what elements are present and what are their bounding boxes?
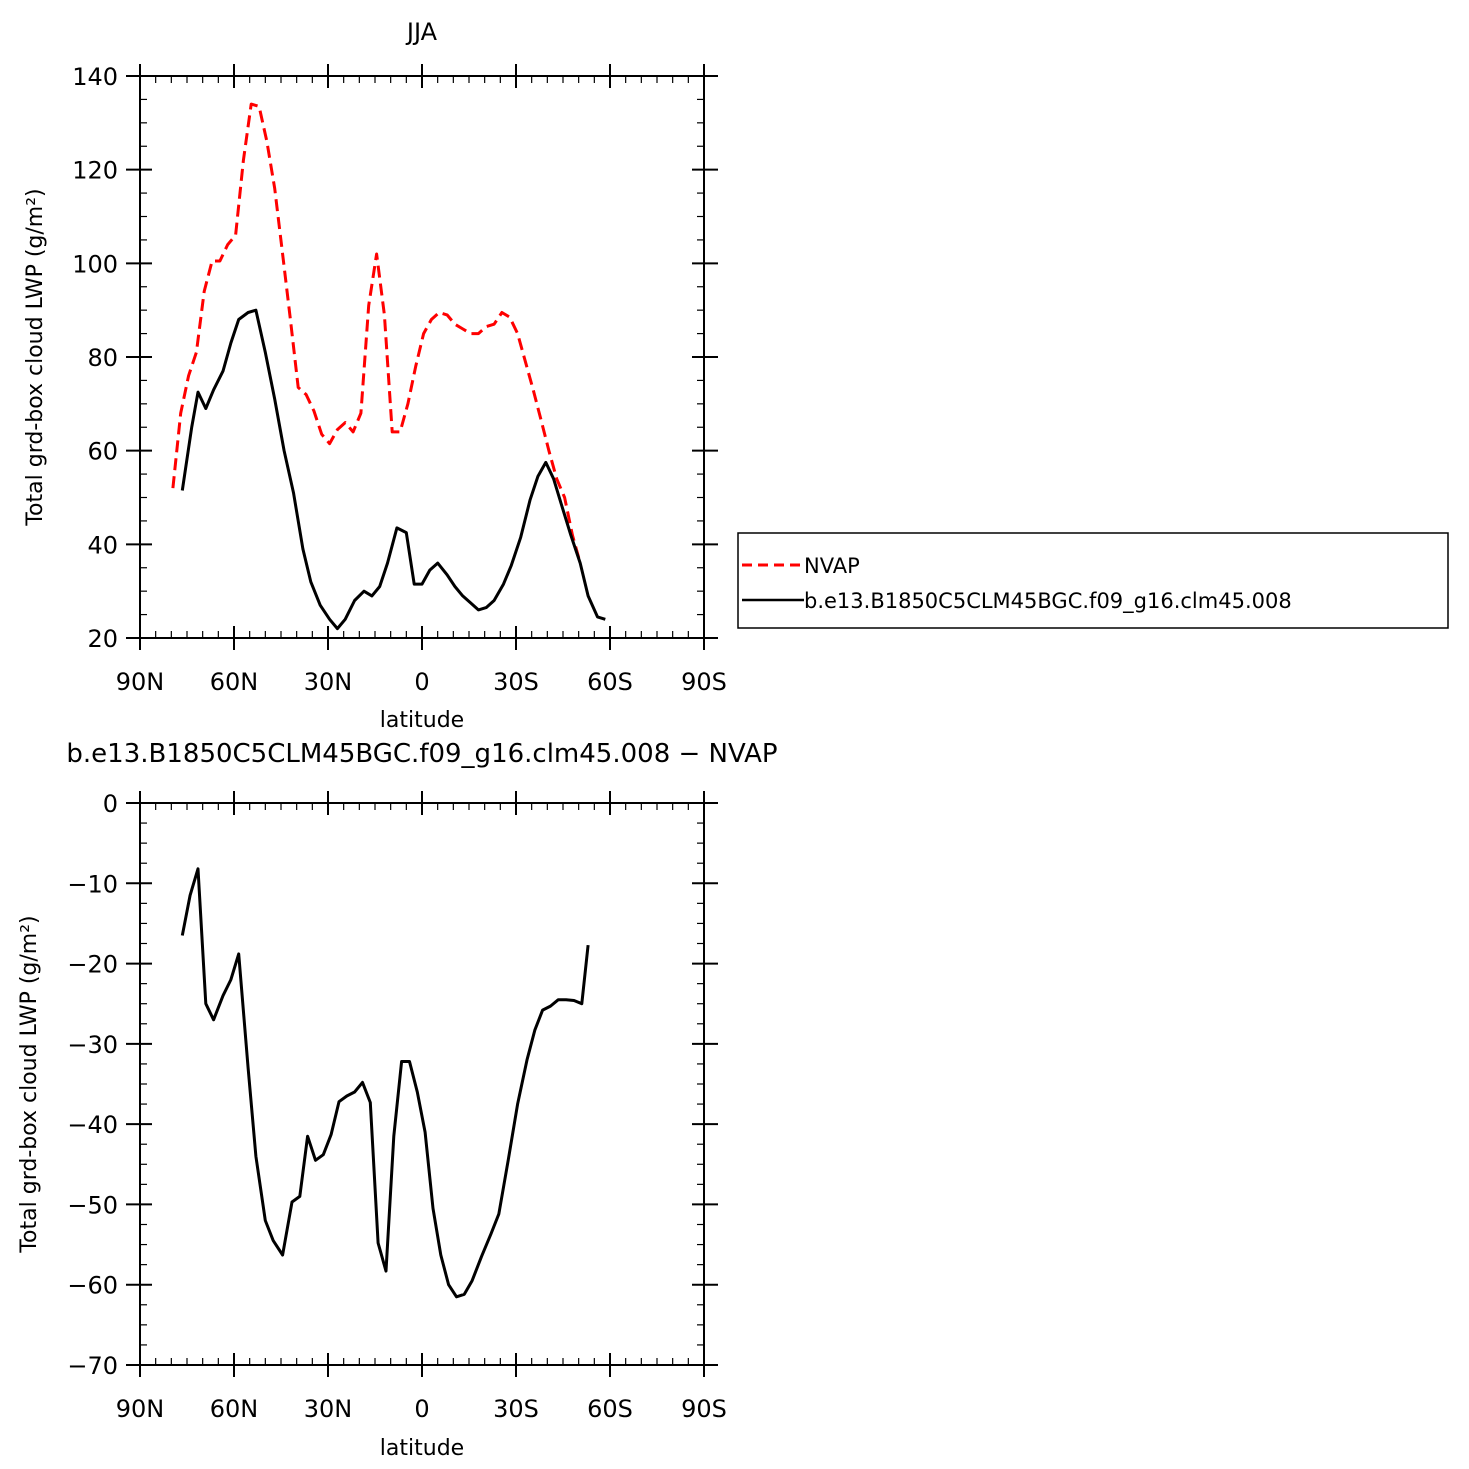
top-tick-marks [126, 64, 718, 650]
bottom-plot-frame [139, 802, 705, 1366]
bottom-x-tick-label: 0 [414, 1395, 429, 1423]
top-y-tick-label: 20 [87, 625, 118, 653]
bottom-y-tick-label: −70 [67, 1352, 118, 1380]
top-x-tick-label: 30N [304, 668, 353, 696]
bottom-x-tick-label: 60S [587, 1395, 633, 1423]
bottom-y-tick-label: −20 [67, 951, 118, 979]
bottom-panel: b.e13.B1850C5CLM45BGC.f09_g16.clm45.008 … [17, 739, 778, 1461]
bottom-x-tick-labels: 90N 60N 30N 0 30S 60S 90S [116, 1395, 727, 1423]
bottom-series-line-0 [180, 867, 590, 1299]
bottom-y-axis-label: Total grd-box cloud LWP (g/m²) [17, 915, 42, 1253]
top-y-tick-labels: 20 40 60 80 100 120 140 [72, 63, 118, 653]
legend-label-model: b.e13.B1850C5CLM45BGC.f09_g16.clm45.008 [804, 589, 1292, 614]
top-y-tick-label: 120 [72, 157, 118, 185]
top-y-axis-label: Total grd-box cloud LWP (g/m²) [23, 188, 48, 526]
bottom-x-axis-label: latitude [380, 1436, 464, 1461]
top-y-tick-label: 40 [87, 531, 118, 559]
legend: NVAP b.e13.B1850C5CLM45BGC.f09_g16.clm45… [737, 532, 1449, 629]
bottom-y-tick-label: 0 [103, 790, 118, 818]
bottom-chart-title: b.e13.B1850C5CLM45BGC.f09_g16.clm45.008 … [66, 739, 777, 769]
top-chart-title: JJA [405, 18, 438, 46]
bottom-series-layer [180, 867, 590, 1299]
top-series-line-b-e13-b1850c5clm45bgc-f09-g16-clm45-008 [180, 308, 606, 631]
legend-box [737, 532, 1449, 629]
bottom-y-tick-labels: 0 −10 −20 −30 −40 −50 −60 −70 [67, 790, 118, 1380]
bottom-y-tick-label: −30 [67, 1031, 118, 1059]
top-x-tick-label: 60S [587, 668, 633, 696]
top-series-line-nvap [171, 102, 582, 564]
bottom-x-tick-label: 60N [210, 1395, 259, 1423]
top-x-tick-label: 90N [116, 668, 165, 696]
bottom-x-tick-label: 90N [116, 1395, 165, 1423]
top-x-tick-label: 30S [493, 668, 539, 696]
top-x-tick-label: 90S [681, 668, 727, 696]
bottom-x-tick-label: 30N [304, 1395, 353, 1423]
top-x-tick-label: 60N [210, 668, 259, 696]
bottom-y-tick-label: −10 [67, 870, 118, 898]
bottom-y-tick-label: −40 [67, 1111, 118, 1139]
top-series-layer [171, 102, 606, 631]
top-y-tick-label: 60 [87, 438, 118, 466]
bottom-x-tick-label: 90S [681, 1395, 727, 1423]
bottom-y-tick-label: −60 [67, 1272, 118, 1300]
bottom-tick-marks [126, 791, 718, 1377]
top-x-tick-labels: 90N 60N 30N 0 30S 60S 90S [116, 668, 727, 696]
bottom-x-tick-label: 30S [493, 1395, 539, 1423]
top-plot-frame [139, 75, 705, 639]
top-x-axis-label: latitude [380, 708, 464, 733]
legend-label-nvap: NVAP [804, 554, 860, 578]
top-x-tick-label: 0 [414, 668, 429, 696]
bottom-y-tick-label: −50 [67, 1191, 118, 1219]
top-y-tick-label: 100 [72, 250, 118, 278]
top-y-tick-label: 140 [72, 63, 118, 91]
top-y-tick-label: 80 [87, 344, 118, 372]
